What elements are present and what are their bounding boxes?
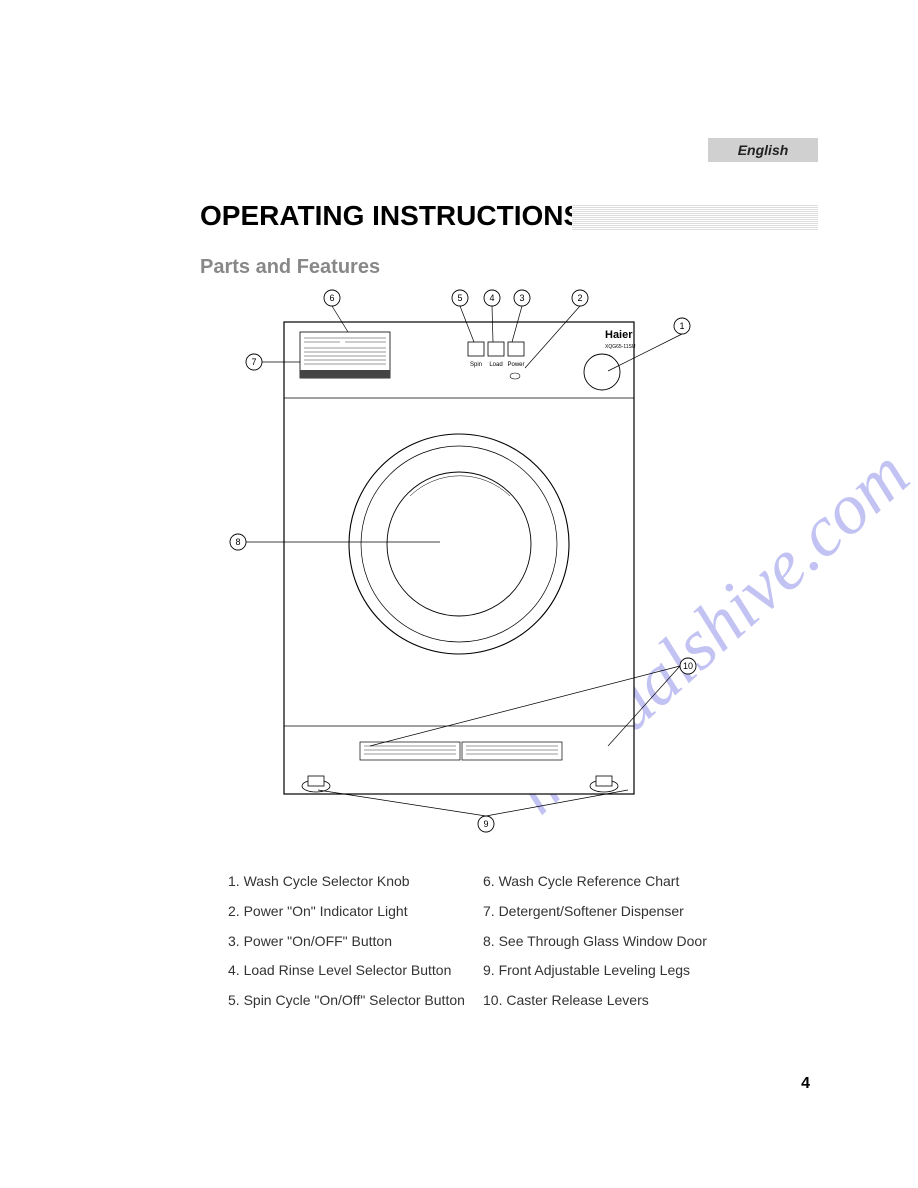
- svg-text:2: 2: [577, 293, 582, 303]
- main-title-row: OPERATING INSTRUCTIONS: [200, 200, 818, 236]
- svg-text:Spin: Spin: [470, 362, 482, 368]
- list-item: 3. Power "On/OFF" Button: [228, 930, 483, 954]
- list-item: 2. Power "On" Indicator Light: [228, 900, 483, 924]
- parts-left-col: 1. Wash Cycle Selector Knob 2. Power "On…: [228, 870, 483, 1019]
- svg-text:8: 8: [235, 537, 240, 547]
- list-item: 7. Detergent/Softener Dispenser: [483, 900, 738, 924]
- svg-text:Load: Load: [489, 362, 502, 368]
- list-item: 8. See Through Glass Window Door: [483, 930, 738, 954]
- svg-text:Power: Power: [507, 362, 524, 368]
- model-label: XQG65-11SU: [605, 344, 636, 350]
- list-item: 10. Caster Release Levers: [483, 989, 738, 1013]
- title-fill-pattern: [572, 204, 818, 230]
- svg-text:1: 1: [679, 321, 684, 331]
- svg-text:4: 4: [489, 293, 494, 303]
- parts-right-col: 6. Wash Cycle Reference Chart 7. Deterge…: [483, 870, 738, 1019]
- svg-text:3: 3: [519, 293, 524, 303]
- washer-svg: Spin Load Power Haier XQG65-11SU: [210, 286, 730, 856]
- list-item: 5. Spin Cycle "On/Off" Selector Button: [228, 989, 483, 1013]
- page-number: 4: [801, 1075, 810, 1093]
- list-item: 9. Front Adjustable Leveling Legs: [483, 959, 738, 983]
- language-badge: English: [708, 138, 818, 162]
- svg-text:10: 10: [683, 661, 693, 671]
- svg-text:5: 5: [457, 293, 462, 303]
- list-item: 4. Load Rinse Level Selector Button: [228, 959, 483, 983]
- list-item: 6. Wash Cycle Reference Chart: [483, 870, 738, 894]
- subtitle: Parts and Features: [200, 256, 380, 279]
- svg-text:6: 6: [329, 293, 334, 303]
- brand-label: Haier: [605, 329, 633, 341]
- list-item: 1. Wash Cycle Selector Knob: [228, 870, 483, 894]
- svg-text:7: 7: [251, 357, 256, 367]
- svg-text:9: 9: [483, 819, 488, 829]
- washer-diagram: Spin Load Power Haier XQG65-11SU: [210, 286, 730, 856]
- parts-list: 1. Wash Cycle Selector Knob 2. Power "On…: [228, 870, 738, 1019]
- page-title: OPERATING INSTRUCTIONS: [200, 200, 582, 231]
